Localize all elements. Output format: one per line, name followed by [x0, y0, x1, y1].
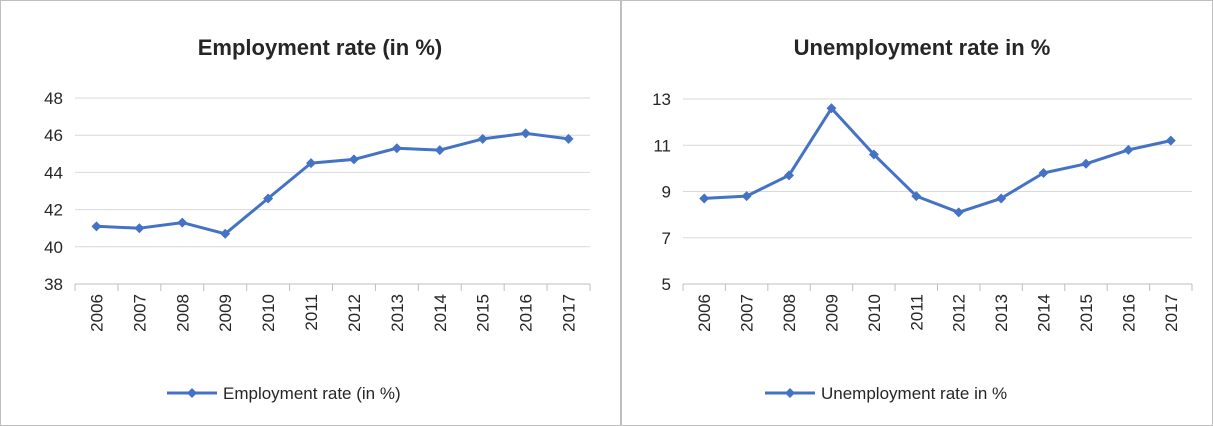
y-tick-label: 13 [652, 90, 671, 109]
series-line [96, 131, 569, 236]
unemployment-chart-panel: Unemployment rate in % 5 7 9 11 13 2006 2007 200… [621, 0, 1213, 426]
x-tick-label: 2009 [216, 294, 235, 332]
x-tick-label: 2015 [474, 294, 493, 332]
data-point [477, 133, 488, 144]
data-point [520, 128, 531, 139]
series-line [704, 106, 1172, 214]
x-tick-label: 2008 [173, 294, 192, 332]
legend-label: Employment rate (in %) [223, 384, 401, 403]
legend-marker [785, 388, 795, 398]
data-point [91, 221, 102, 232]
data-point [996, 193, 1007, 204]
x-tick-label: 2013 [992, 294, 1011, 332]
x-tick-label: 2016 [1119, 294, 1138, 332]
y-tick-label: 9 [662, 183, 671, 202]
x-tick-label: 2007 [130, 294, 149, 332]
x-tick-label: 2007 [738, 294, 757, 332]
x-tick-label: 2011 [302, 294, 321, 331]
y-tick-label: 44 [44, 163, 63, 182]
x-tick-label: 2009 [822, 294, 841, 332]
x-tick-label: 2013 [388, 294, 407, 332]
data-point [348, 154, 359, 165]
y-tick-label: 48 [44, 89, 63, 108]
y-tick-label: 42 [44, 201, 63, 220]
employment-chart: Employment rate (in %) 38 40 42 44 46 48 2006 20… [44, 35, 591, 403]
y-tick-label: 11 [653, 136, 671, 155]
x-tick-label: 2017 [560, 294, 579, 332]
y-tick-label: 40 [44, 238, 63, 257]
data-point [868, 149, 879, 160]
data-point [263, 193, 274, 204]
data-point [1038, 168, 1049, 178]
chart-title: Employment rate (in %) [198, 35, 442, 60]
data-point [134, 223, 145, 234]
legend-marker [187, 388, 197, 398]
x-tick-label: 2012 [345, 294, 364, 332]
data-point [306, 158, 317, 169]
y-tick-label: 7 [662, 229, 671, 248]
x-tick-label: 2008 [780, 294, 799, 332]
x-tick-label: 2011 [907, 294, 926, 331]
data-point [434, 145, 445, 156]
employment-chart-panel: Employment rate (in %) 38 40 42 44 46 48 2006 20… [0, 0, 621, 426]
x-tick-label: 2012 [950, 294, 969, 332]
y-tick-label: 38 [44, 275, 63, 294]
data-point [911, 191, 922, 202]
x-tick-label: 2006 [695, 294, 714, 332]
data-point [699, 193, 710, 204]
data-point [1123, 144, 1134, 155]
x-tick-label: 2010 [259, 294, 278, 332]
chart-title: Unemployment rate in % [794, 35, 1051, 60]
x-tick-label: 2014 [431, 294, 450, 332]
data-point [826, 103, 837, 114]
data-point [177, 217, 188, 228]
data-point [784, 170, 795, 181]
x-tick-label: 2006 [87, 294, 106, 332]
y-tick-label: 5 [662, 275, 671, 294]
data-point [220, 228, 231, 239]
x-tick-label: 2010 [865, 294, 884, 332]
data-point [953, 207, 964, 218]
unemployment-chart: Unemployment rate in % 5 7 9 11 13 2006 2007 200… [652, 35, 1193, 403]
x-tick-label: 2017 [1162, 294, 1181, 332]
legend-label: Unemployment rate in % [821, 384, 1007, 403]
data-point [391, 143, 402, 154]
data-point [1080, 158, 1091, 169]
x-tick-label: 2014 [1035, 294, 1054, 332]
y-tick-label: 46 [44, 126, 63, 145]
data-point [1165, 135, 1176, 146]
data-point [563, 133, 574, 144]
x-tick-label: 2015 [1077, 294, 1096, 332]
data-point [741, 191, 752, 202]
x-tick-label: 2016 [517, 294, 536, 332]
